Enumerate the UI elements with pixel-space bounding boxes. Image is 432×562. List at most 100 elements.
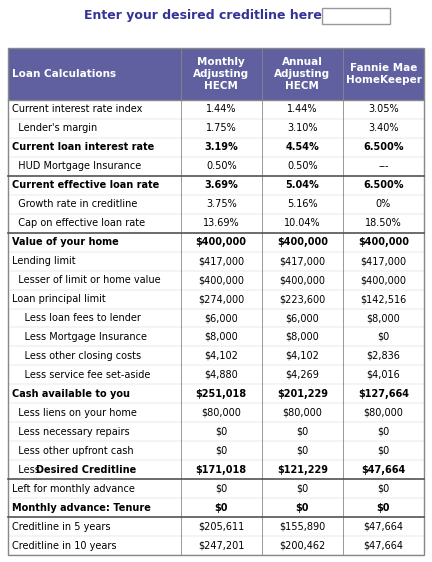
Text: 3.10%: 3.10% xyxy=(287,124,318,133)
Text: Current effective loan rate: Current effective loan rate xyxy=(12,180,159,191)
Text: $0: $0 xyxy=(215,427,227,437)
Text: $155,890: $155,890 xyxy=(279,522,325,532)
Text: Monthly advance: Tenure: Monthly advance: Tenure xyxy=(12,502,151,513)
Text: 3.69%: 3.69% xyxy=(204,180,238,191)
Text: $4,016: $4,016 xyxy=(367,370,400,380)
Text: Current interest rate index: Current interest rate index xyxy=(12,105,143,115)
Text: $80,000: $80,000 xyxy=(283,408,322,418)
Text: $417,000: $417,000 xyxy=(198,256,244,266)
Text: $0: $0 xyxy=(296,427,308,437)
Text: 5.04%: 5.04% xyxy=(286,180,319,191)
Text: $0: $0 xyxy=(377,427,390,437)
Text: ---: --- xyxy=(378,161,389,171)
Text: $6,000: $6,000 xyxy=(204,313,238,323)
Text: 3.19%: 3.19% xyxy=(204,142,238,152)
Text: Less Mortgage Insurance: Less Mortgage Insurance xyxy=(12,332,147,342)
Text: $400,000: $400,000 xyxy=(196,237,247,247)
Text: $400,000: $400,000 xyxy=(198,275,244,285)
Text: $0: $0 xyxy=(377,484,390,493)
Text: $4,102: $4,102 xyxy=(204,351,238,361)
Text: $247,201: $247,201 xyxy=(198,541,245,551)
Text: 0.50%: 0.50% xyxy=(206,161,236,171)
Text: $400,000: $400,000 xyxy=(280,275,325,285)
Text: $400,000: $400,000 xyxy=(277,237,328,247)
Text: $121,229: $121,229 xyxy=(277,465,328,475)
Text: Lending limit: Lending limit xyxy=(12,256,76,266)
Text: Fannie Mae
HomeKeeper: Fannie Mae HomeKeeper xyxy=(346,63,421,85)
Text: $2,836: $2,836 xyxy=(366,351,400,361)
Text: Desired Creditline: Desired Creditline xyxy=(36,465,136,475)
Text: Lender's margin: Lender's margin xyxy=(12,124,97,133)
Text: 5.16%: 5.16% xyxy=(287,200,318,209)
Text: $417,000: $417,000 xyxy=(360,256,407,266)
Text: Less other closing costs: Less other closing costs xyxy=(12,351,141,361)
Text: 13.69%: 13.69% xyxy=(203,218,239,228)
Text: Less service fee set-aside: Less service fee set-aside xyxy=(12,370,150,380)
Text: $4,269: $4,269 xyxy=(286,370,319,380)
Text: $6,000: $6,000 xyxy=(286,313,319,323)
Text: 3.40%: 3.40% xyxy=(368,124,399,133)
Text: 3.05%: 3.05% xyxy=(368,105,399,115)
Text: $0: $0 xyxy=(377,446,390,456)
Text: 0.50%: 0.50% xyxy=(287,161,318,171)
Text: Less necessary repairs: Less necessary repairs xyxy=(12,427,130,437)
Text: $200,462: $200,462 xyxy=(279,541,325,551)
Text: $171,018: $171,018 xyxy=(196,465,247,475)
Text: $0: $0 xyxy=(215,446,227,456)
Text: $0: $0 xyxy=(377,502,390,513)
Text: $4,880: $4,880 xyxy=(204,370,238,380)
Text: $251,018: $251,018 xyxy=(196,389,247,399)
Text: Less other upfront cash: Less other upfront cash xyxy=(12,446,133,456)
Bar xyxy=(322,8,390,24)
Bar xyxy=(8,48,424,100)
Text: Loan principal limit: Loan principal limit xyxy=(12,294,106,304)
Text: HUD Mortgage Insurance: HUD Mortgage Insurance xyxy=(12,161,141,171)
Text: $0: $0 xyxy=(296,484,308,493)
Text: $142,516: $142,516 xyxy=(360,294,407,304)
Text: Loan Calculations: Loan Calculations xyxy=(12,69,116,79)
Text: $400,000: $400,000 xyxy=(358,237,409,247)
Text: Lesser of limit or home value: Lesser of limit or home value xyxy=(12,275,161,285)
Text: Cap on effective loan rate: Cap on effective loan rate xyxy=(12,218,145,228)
Text: 1.75%: 1.75% xyxy=(206,124,237,133)
Text: $0: $0 xyxy=(377,332,390,342)
Text: $223,600: $223,600 xyxy=(279,294,325,304)
Text: $4,102: $4,102 xyxy=(286,351,319,361)
Text: Cash available to you: Cash available to you xyxy=(12,389,130,399)
Text: $0: $0 xyxy=(296,446,308,456)
Text: Less loan fees to lender: Less loan fees to lender xyxy=(12,313,141,323)
Text: 1.44%: 1.44% xyxy=(206,105,236,115)
Text: $8,000: $8,000 xyxy=(286,332,319,342)
Text: 1.44%: 1.44% xyxy=(287,105,318,115)
Text: 18.50%: 18.50% xyxy=(365,218,402,228)
Text: 6.500%: 6.500% xyxy=(363,180,403,191)
Text: Current loan interest rate: Current loan interest rate xyxy=(12,142,154,152)
Text: $47,664: $47,664 xyxy=(363,522,403,532)
Text: 3.75%: 3.75% xyxy=(206,200,237,209)
Text: Enter your desired creditline here:  $: Enter your desired creditline here: $ xyxy=(84,10,348,22)
Text: $8,000: $8,000 xyxy=(204,332,238,342)
Text: $8,000: $8,000 xyxy=(367,313,400,323)
Text: $0: $0 xyxy=(214,502,228,513)
Text: Growth rate in creditline: Growth rate in creditline xyxy=(12,200,137,209)
Text: $0: $0 xyxy=(215,484,227,493)
Text: $80,000: $80,000 xyxy=(363,408,403,418)
Text: 10.04%: 10.04% xyxy=(284,218,321,228)
Text: Less: Less xyxy=(12,465,43,475)
Text: $400,000: $400,000 xyxy=(360,275,407,285)
Text: Creditline in 5 years: Creditline in 5 years xyxy=(12,522,111,532)
Text: 4.54%: 4.54% xyxy=(286,142,319,152)
Text: 0%: 0% xyxy=(376,200,391,209)
Text: Annual
Adjusting
HECM: Annual Adjusting HECM xyxy=(274,57,330,91)
Text: 6.500%: 6.500% xyxy=(363,142,403,152)
Text: $80,000: $80,000 xyxy=(201,408,241,418)
Text: 171,018: 171,018 xyxy=(330,10,382,22)
Text: $201,229: $201,229 xyxy=(277,389,328,399)
Text: $47,664: $47,664 xyxy=(363,541,403,551)
Text: Monthly
Adjusting
HECM: Monthly Adjusting HECM xyxy=(193,57,249,91)
Text: $127,664: $127,664 xyxy=(358,389,409,399)
Text: $0: $0 xyxy=(295,502,309,513)
Text: $47,664: $47,664 xyxy=(361,465,406,475)
Text: Value of your home: Value of your home xyxy=(12,237,119,247)
Text: $274,000: $274,000 xyxy=(198,294,245,304)
